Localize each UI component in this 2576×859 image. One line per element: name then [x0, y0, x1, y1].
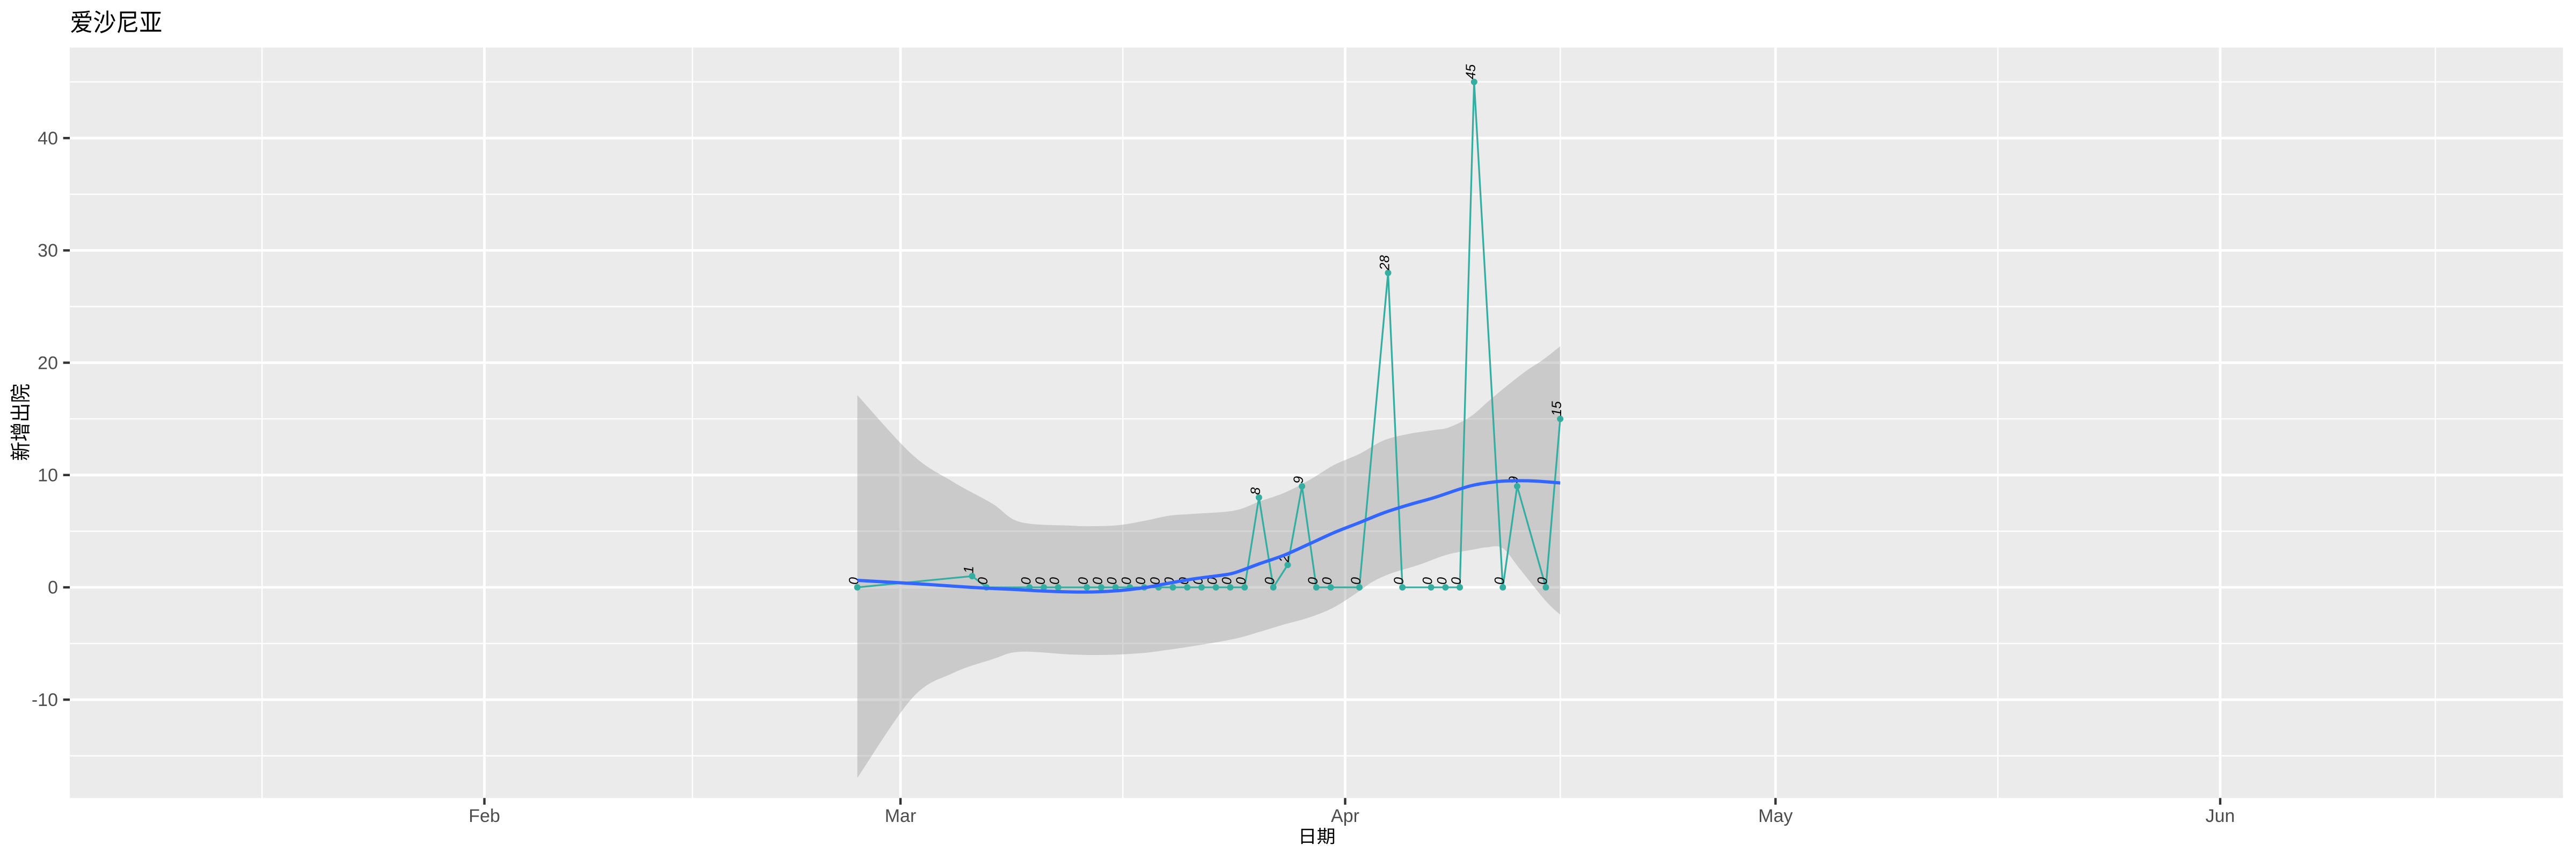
svg-text:0: 0 — [1320, 577, 1335, 585]
svg-text:0: 0 — [1421, 577, 1436, 585]
svg-text:1: 1 — [961, 566, 976, 573]
svg-text:Mar: Mar — [885, 806, 917, 826]
svg-text:Feb: Feb — [469, 806, 500, 826]
svg-text:15: 15 — [1549, 401, 1564, 416]
svg-text:0: 0 — [48, 578, 58, 598]
svg-text:0: 0 — [1133, 577, 1148, 585]
svg-text:8: 8 — [1248, 487, 1263, 495]
svg-text:0: 0 — [1119, 577, 1134, 585]
svg-text:0: 0 — [1234, 577, 1249, 585]
svg-text:Jun: Jun — [2206, 806, 2235, 826]
svg-text:40: 40 — [38, 128, 58, 149]
svg-text:20: 20 — [38, 353, 58, 373]
svg-text:0: 0 — [1449, 577, 1464, 585]
svg-text:0: 0 — [1048, 577, 1063, 585]
svg-text:0: 0 — [1205, 577, 1220, 585]
svg-text:0: 0 — [1220, 577, 1235, 585]
svg-text:45: 45 — [1463, 64, 1479, 79]
svg-text:0: 0 — [1148, 577, 1163, 585]
svg-text:0: 0 — [1033, 577, 1048, 585]
svg-text:0: 0 — [976, 577, 991, 585]
svg-text:0: 0 — [1263, 577, 1278, 585]
svg-text:28: 28 — [1378, 255, 1393, 271]
svg-text:0: 0 — [1306, 577, 1321, 585]
svg-text:0: 0 — [1435, 577, 1450, 585]
svg-text:-10: -10 — [32, 690, 58, 710]
svg-text:0: 0 — [1535, 577, 1550, 585]
svg-text:0: 0 — [1076, 577, 1091, 585]
svg-text:9: 9 — [1291, 476, 1306, 484]
svg-text:0: 0 — [1392, 577, 1407, 585]
svg-text:0: 0 — [1105, 577, 1120, 585]
svg-text:0: 0 — [1349, 577, 1364, 585]
svg-text:30: 30 — [38, 241, 58, 261]
svg-text:0: 0 — [1492, 577, 1507, 585]
svg-text:0: 0 — [1019, 577, 1034, 585]
svg-text:Apr: Apr — [1331, 806, 1359, 826]
svg-text:10: 10 — [38, 465, 58, 486]
svg-text:0: 0 — [1091, 577, 1106, 585]
svg-text:May: May — [1758, 806, 1792, 826]
